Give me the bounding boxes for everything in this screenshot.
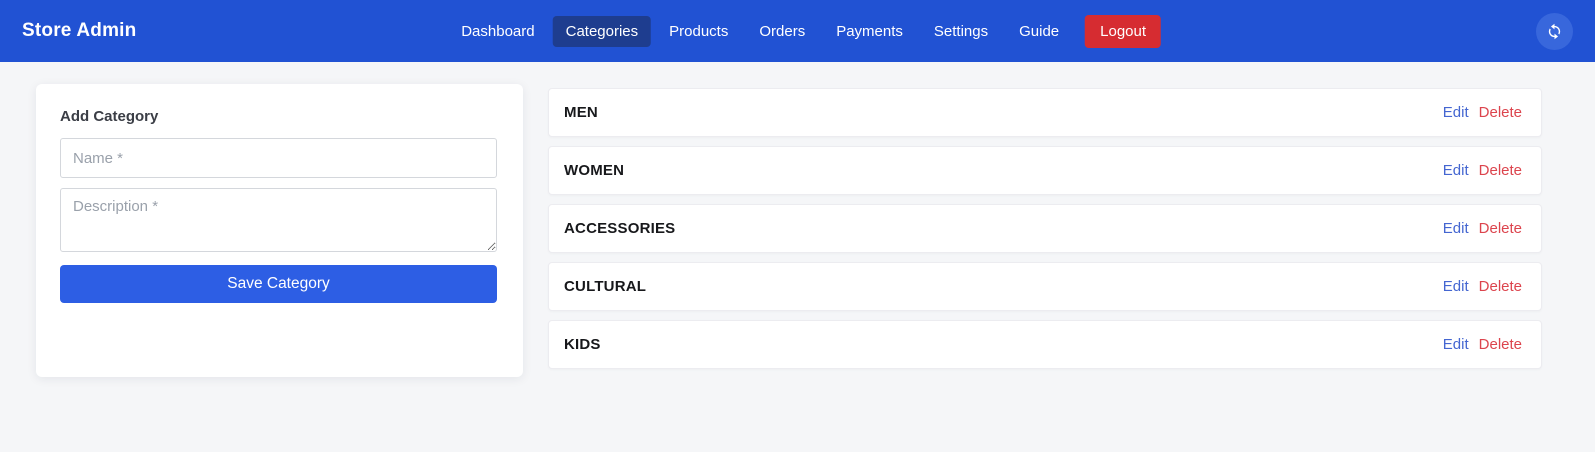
logout-button[interactable]: Logout — [1085, 14, 1162, 48]
category-name: MEN — [564, 104, 598, 121]
edit-link[interactable]: Edit — [1442, 162, 1469, 179]
description-input[interactable] — [60, 188, 497, 252]
refresh-button[interactable] — [1536, 12, 1573, 50]
main-nav: Dashboard Categories Products Orders Payment… — [448, 14, 1162, 48]
nav-item-settings[interactable]: Settings — [933, 22, 989, 40]
form-title: Add Category — [60, 108, 159, 125]
category-row: KIDS Edit Delete — [548, 320, 1542, 369]
delete-link[interactable]: Delete — [1478, 336, 1522, 353]
row-actions: Edit Delete — [1443, 104, 1522, 121]
add-category-card: Add Category Save Category — [36, 84, 523, 377]
category-row: WOMEN Edit Delete — [548, 146, 1542, 195]
delete-link[interactable]: Delete — [1478, 162, 1522, 179]
category-list: MEN Edit Delete WOMEN Edit Delete ACCESSORIES E… — [548, 88, 1542, 369]
save-category-button[interactable]: Save Category — [60, 265, 497, 303]
nav-item-payments[interactable]: Payments — [836, 22, 903, 40]
category-row: CULTURAL Edit Delete — [548, 262, 1542, 311]
top-navbar: Store Admin Dashboard Categories Products O… — [0, 0, 1595, 62]
category-name: ACCESSORIES — [564, 220, 676, 237]
name-input[interactable] — [60, 138, 497, 178]
row-actions: Edit Delete — [1443, 336, 1522, 353]
page-content: Add Category Save Category MEN Edit Delete… — [0, 62, 1595, 377]
delete-link[interactable]: Delete — [1478, 104, 1522, 121]
row-actions: Edit Delete — [1443, 162, 1522, 179]
nav-item-products[interactable]: Products — [669, 22, 729, 40]
refresh-icon — [1546, 23, 1563, 40]
category-name: CULTURAL — [564, 278, 647, 295]
category-name: WOMEN — [564, 162, 625, 179]
nav-item-categories[interactable]: Categories — [552, 15, 652, 47]
nav-item-dashboard[interactable]: Dashboard — [461, 22, 535, 40]
category-name: KIDS — [564, 336, 601, 353]
delete-link[interactable]: Delete — [1478, 220, 1522, 237]
nav-item-guide[interactable]: Guide — [1019, 22, 1060, 40]
nav-item-orders[interactable]: Orders — [759, 22, 806, 40]
edit-link[interactable]: Edit — [1442, 336, 1469, 353]
app-brand: Store Admin — [22, 20, 137, 41]
edit-link[interactable]: Edit — [1442, 278, 1469, 295]
row-actions: Edit Delete — [1443, 220, 1522, 237]
category-row: MEN Edit Delete — [548, 88, 1542, 137]
edit-link[interactable]: Edit — [1442, 220, 1469, 237]
delete-link[interactable]: Delete — [1478, 278, 1522, 295]
category-row: ACCESSORIES Edit Delete — [548, 204, 1542, 253]
edit-link[interactable]: Edit — [1442, 104, 1469, 121]
row-actions: Edit Delete — [1443, 278, 1522, 295]
